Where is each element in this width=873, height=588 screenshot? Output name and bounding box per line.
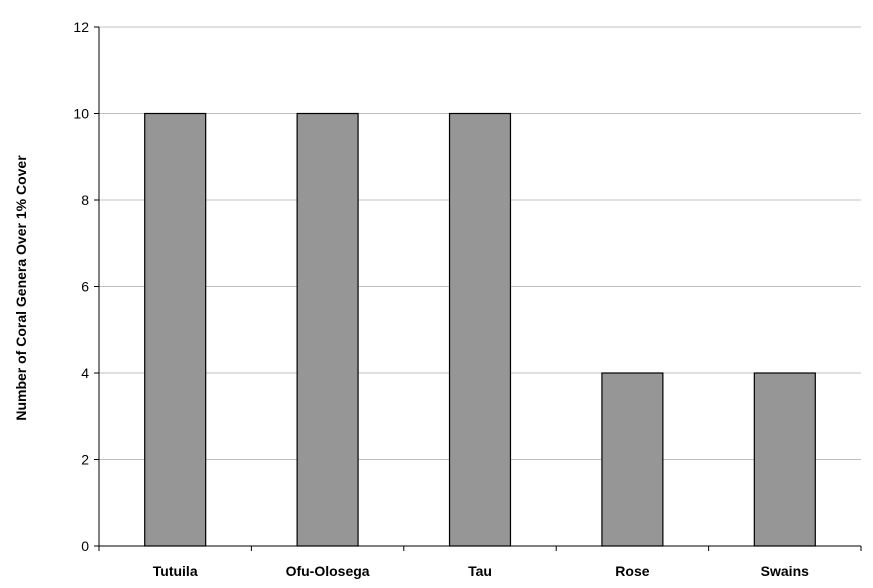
y-tick-label: 12 [73,19,89,35]
x-tick-label: Tau [468,563,492,579]
bar-tutuila [144,112,207,547]
x-tick-label: Rose [615,563,649,579]
bar-ofu-olosega [296,112,359,547]
x-tick-label: Tutuila [153,563,198,579]
y-ticks: 0 2 4 6 8 10 12 [73,19,99,554]
y-tick-label: 8 [81,192,89,208]
y-tick-label: 2 [81,452,89,468]
x-tick-label: Ofu-Olosega [286,563,370,579]
y-tick-label: 4 [81,365,89,381]
bars [144,112,816,547]
x-tick-label: Swains [761,563,809,579]
y-tick-label: 10 [73,106,89,122]
x-ticks: Tutuila Ofu-Olosega Tau Rose Swains [98,546,862,579]
bar-tau [448,112,512,547]
y-tick-label: 0 [81,538,89,554]
y-tick-label: 6 [81,279,89,295]
y-axis-title: Number of Coral Genera Over 1% Cover [13,155,29,421]
bar-rose [601,372,664,547]
bar-swains [753,372,816,547]
